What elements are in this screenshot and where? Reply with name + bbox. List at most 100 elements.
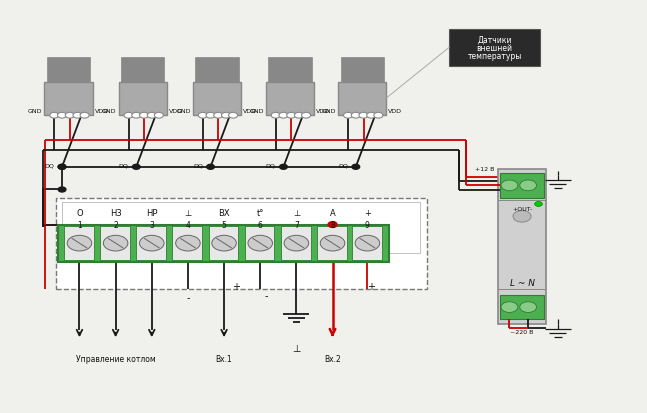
Circle shape — [302, 113, 311, 119]
Bar — [47, 58, 90, 83]
Circle shape — [513, 211, 531, 223]
Bar — [450, 29, 540, 66]
Circle shape — [287, 113, 296, 119]
Circle shape — [148, 113, 157, 119]
Text: ⊥: ⊥ — [292, 344, 301, 354]
Circle shape — [351, 113, 360, 119]
Circle shape — [50, 113, 59, 119]
Text: DQ: DQ — [266, 163, 276, 168]
Text: VDD: VDD — [388, 109, 402, 114]
Circle shape — [374, 113, 383, 119]
Text: t°: t° — [257, 208, 264, 217]
Text: температуры: температуры — [468, 52, 521, 61]
Bar — [137, 227, 166, 261]
Text: HP: HP — [146, 208, 157, 217]
Circle shape — [359, 113, 368, 119]
Circle shape — [520, 180, 536, 191]
Text: -: - — [265, 291, 269, 301]
Circle shape — [284, 236, 309, 252]
Circle shape — [280, 165, 287, 170]
Circle shape — [140, 236, 164, 252]
Circle shape — [80, 113, 89, 119]
Circle shape — [175, 236, 200, 252]
Bar — [58, 225, 389, 262]
Circle shape — [279, 113, 288, 119]
Bar — [269, 58, 312, 83]
Circle shape — [58, 165, 66, 170]
Text: DQ: DQ — [118, 163, 129, 168]
Text: 4: 4 — [186, 221, 190, 230]
Bar — [340, 58, 384, 83]
Bar — [498, 169, 546, 324]
Text: VDD: VDD — [243, 109, 257, 114]
Text: +: + — [364, 208, 371, 217]
Circle shape — [294, 113, 303, 119]
Circle shape — [248, 236, 272, 252]
Circle shape — [58, 188, 66, 192]
Circle shape — [520, 302, 536, 313]
Text: L ~ N: L ~ N — [510, 278, 534, 287]
Text: GND: GND — [102, 109, 116, 114]
Bar — [100, 227, 130, 261]
Text: GND: GND — [177, 109, 191, 114]
Circle shape — [58, 165, 66, 170]
Text: -: - — [186, 292, 190, 302]
Text: BX: BX — [218, 208, 230, 217]
Text: внешней: внешней — [477, 43, 512, 52]
Text: DQ: DQ — [193, 163, 203, 168]
Circle shape — [67, 236, 92, 252]
Text: 8: 8 — [330, 221, 335, 230]
Circle shape — [155, 113, 164, 119]
Text: O: O — [76, 208, 83, 217]
Text: Управление котлом: Управление котлом — [76, 354, 155, 363]
Bar — [118, 83, 167, 116]
Text: +12 В: +12 В — [475, 166, 494, 171]
Bar — [317, 227, 347, 261]
Text: VDD: VDD — [316, 109, 330, 114]
Bar — [500, 173, 543, 198]
Circle shape — [367, 113, 376, 119]
Text: GND: GND — [249, 109, 264, 114]
Bar — [281, 227, 311, 261]
Circle shape — [198, 113, 207, 119]
Bar — [173, 227, 202, 261]
Text: VDD: VDD — [169, 109, 183, 114]
Circle shape — [352, 165, 360, 170]
Circle shape — [501, 180, 518, 191]
Circle shape — [104, 236, 128, 252]
Circle shape — [501, 302, 518, 313]
Bar — [500, 295, 543, 320]
Bar — [338, 83, 386, 116]
Bar — [193, 83, 241, 116]
Bar — [62, 202, 421, 254]
Bar — [266, 83, 314, 116]
Circle shape — [132, 113, 141, 119]
Text: Датчики: Датчики — [477, 36, 512, 44]
Text: ⊥: ⊥ — [292, 208, 300, 217]
Circle shape — [133, 165, 140, 170]
Text: 5: 5 — [222, 221, 226, 230]
Circle shape — [320, 236, 345, 252]
Text: GND: GND — [28, 109, 42, 114]
Circle shape — [58, 113, 67, 119]
Text: +: + — [232, 282, 239, 292]
Circle shape — [328, 222, 337, 228]
Circle shape — [221, 113, 230, 119]
Circle shape — [206, 113, 215, 119]
Circle shape — [271, 113, 280, 119]
Text: Вх.1: Вх.1 — [215, 354, 232, 363]
Text: Вх.2: Вх.2 — [324, 354, 341, 363]
Bar — [56, 198, 427, 289]
Circle shape — [228, 113, 237, 119]
Text: 2: 2 — [113, 221, 118, 230]
Text: 6: 6 — [258, 221, 263, 230]
Text: 3: 3 — [149, 221, 154, 230]
Bar — [64, 227, 94, 261]
Circle shape — [214, 113, 223, 119]
Bar — [44, 83, 93, 116]
Text: VDD: VDD — [94, 109, 109, 114]
Bar — [245, 227, 274, 261]
Text: ~220 В: ~220 В — [510, 329, 534, 334]
Text: +: + — [367, 282, 375, 292]
Text: 9: 9 — [365, 221, 370, 230]
